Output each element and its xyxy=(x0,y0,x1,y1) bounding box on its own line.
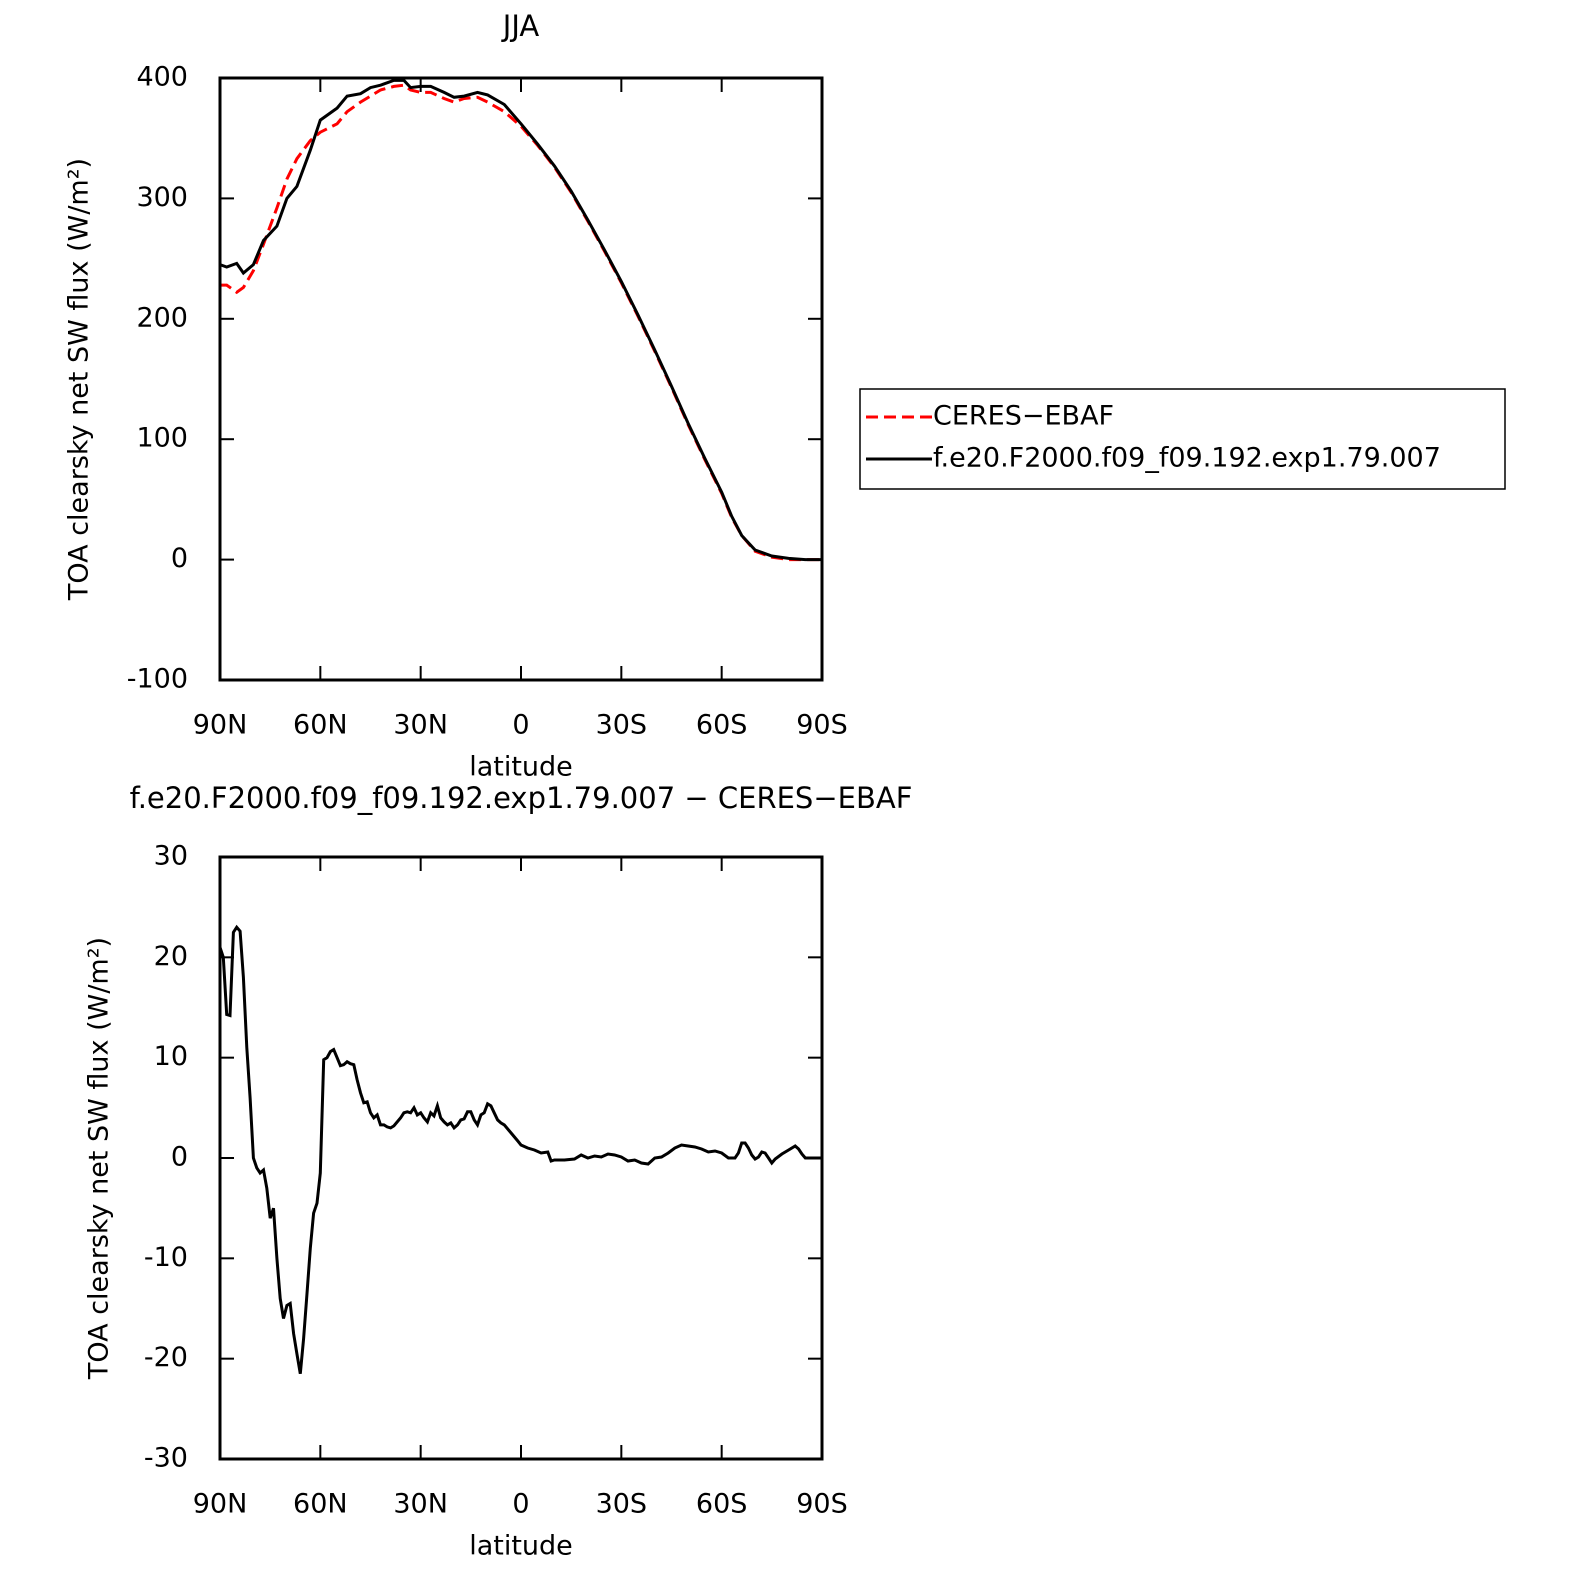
legend-label: CERES−EBAF xyxy=(933,401,1114,432)
y-tick-label: 0 xyxy=(171,543,188,574)
x-tick-label: 30N xyxy=(393,1489,448,1520)
y-tick-label: 100 xyxy=(136,423,188,454)
plot-frame xyxy=(218,855,824,1461)
x-tick-label: 90N xyxy=(193,1489,248,1520)
x-tick-label: 60N xyxy=(293,710,348,741)
x-axis-label: latitude xyxy=(469,1531,573,1562)
y-tick-label: 20 xyxy=(154,941,188,972)
data-line xyxy=(219,78,822,562)
legend-label: f.e20.F2000.f09_f09.192.exp1.79.007 xyxy=(933,443,1441,474)
data-line xyxy=(218,924,822,1374)
x-tick-label: 60S xyxy=(696,1489,748,1520)
y-tick-label: 30 xyxy=(154,841,188,872)
y-axis-label: TOA clearsky net SW flux (W/m²) xyxy=(64,158,95,601)
x-tick-label: 0 xyxy=(512,1489,529,1520)
y-tick-label: -20 xyxy=(144,1342,188,1373)
x-tick-label: 30N xyxy=(393,710,448,741)
x-axis-label: latitude xyxy=(469,752,573,783)
x-tick-label: 90S xyxy=(796,710,848,741)
y-tick-label: 10 xyxy=(154,1041,188,1072)
x-tick-label: 0 xyxy=(512,710,529,741)
plot-frame xyxy=(218,76,824,682)
y-tick-label: -10 xyxy=(144,1242,188,1273)
x-tick-label: 90S xyxy=(796,1489,848,1520)
legend-box xyxy=(859,388,1506,490)
chart-title: JJA xyxy=(501,9,540,43)
data-line xyxy=(220,83,822,562)
y-tick-label: 400 xyxy=(136,62,188,93)
y-tick-label: 0 xyxy=(171,1142,188,1173)
y-tick-label: 200 xyxy=(136,302,188,333)
y-tick-label: 300 xyxy=(136,182,188,213)
y-tick-label: -30 xyxy=(144,1443,188,1474)
x-tick-label: 60N xyxy=(293,1489,348,1520)
y-tick-label: -100 xyxy=(127,664,188,695)
x-tick-label: 30S xyxy=(596,1489,648,1520)
x-tick-label: 30S xyxy=(596,710,648,741)
y-axis-label: TOA clearsky net SW flux (W/m²) xyxy=(84,937,115,1380)
x-tick-label: 60S xyxy=(696,710,748,741)
chart-title: f.e20.F2000.f09_f09.192.exp1.79.007 − CE… xyxy=(130,781,913,815)
x-tick-label: 90N xyxy=(193,710,248,741)
